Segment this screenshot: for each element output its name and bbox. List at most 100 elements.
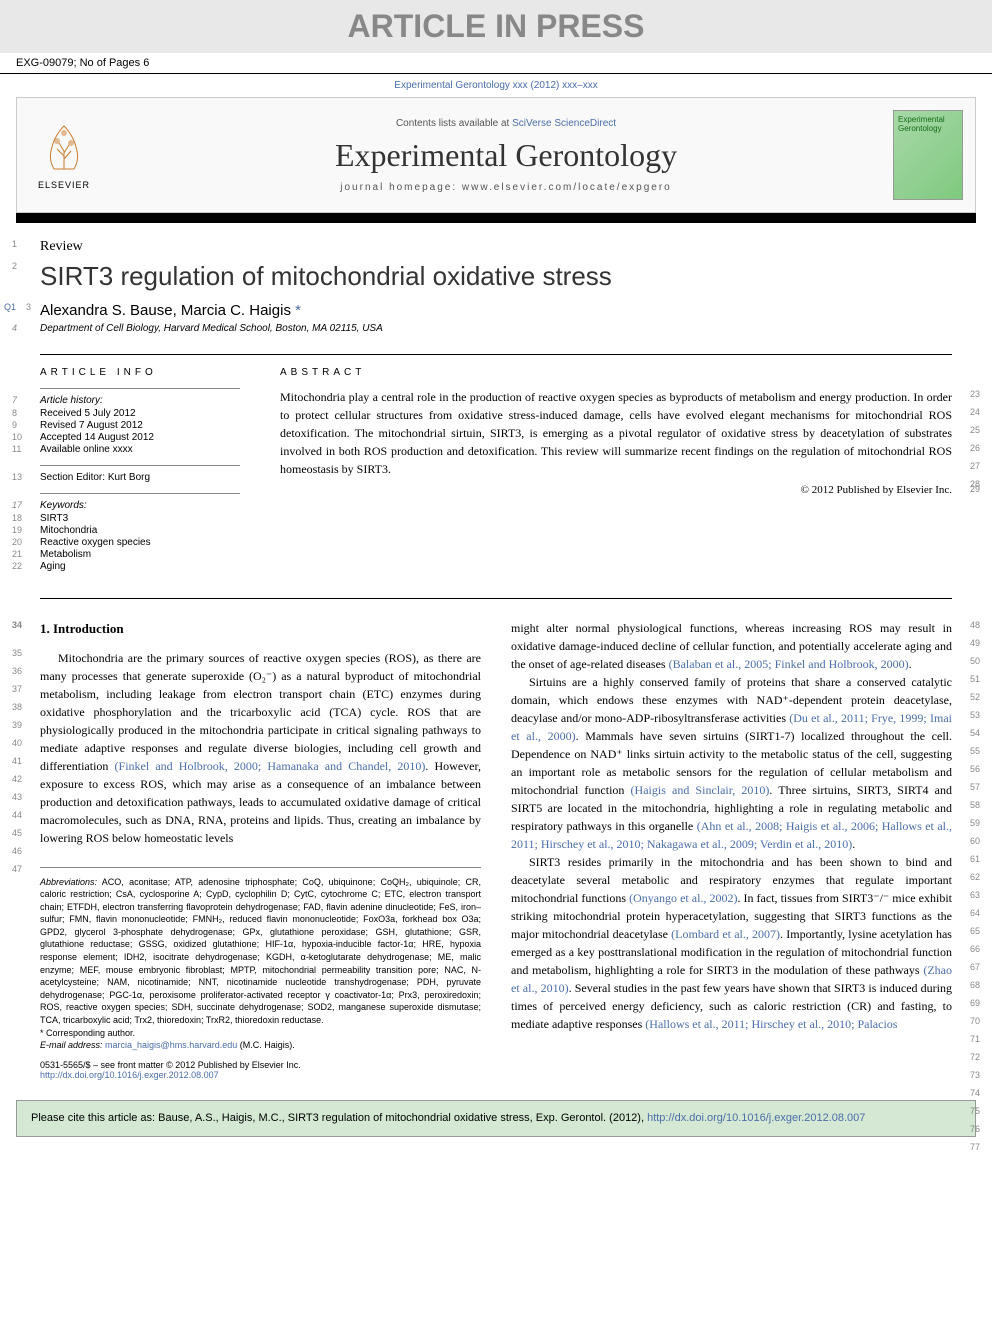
query-marker: Q1 xyxy=(4,302,16,312)
footnotes: Abbreviations: ACO, aconitase; ATP, aden… xyxy=(40,867,481,1052)
intro-heading: 341. Introduction xyxy=(40,619,481,639)
editor-row: 13Section Editor: Kurt Borg xyxy=(40,472,240,483)
line-number: 43 xyxy=(12,791,22,805)
affiliation-text: Department of Cell Biology, Harvard Medi… xyxy=(40,323,383,334)
body-text: . xyxy=(852,837,855,851)
line-number: 58 xyxy=(970,799,980,813)
line-number: 45 xyxy=(12,827,22,841)
kw-text: SIRT3 xyxy=(40,513,68,524)
journal-header: ELSEVIER Contents lists available at Sci… xyxy=(16,97,976,213)
issn-line: 0531-5565/$ – see front matter © 2012 Pu… xyxy=(40,1060,952,1070)
header-center: Contents lists available at SciVerse Sci… xyxy=(119,118,893,193)
cite-doi-link[interactable]: http://dx.doi.org/10.1016/j.exger.2012.0… xyxy=(647,1112,865,1124)
revised-text: Revised 7 August 2012 xyxy=(40,420,143,431)
email-link[interactable]: marcia_haigis@hms.harvard.edu xyxy=(105,1040,237,1050)
received-date: 8Received 5 July 2012 xyxy=(40,408,240,419)
line-number: 66 xyxy=(970,943,980,957)
line-number: 19 xyxy=(12,525,22,535)
line-number: 7 xyxy=(12,395,17,405)
line-number: 56 xyxy=(970,763,980,777)
citation-link[interactable]: (Haigis and Sinclair, 2010) xyxy=(631,783,770,797)
keywords-label: 17Keywords: xyxy=(40,500,240,511)
line-number: 18 xyxy=(12,513,22,523)
line-number: 47 xyxy=(12,863,22,877)
in-press-banner: ARTICLE IN PRESS xyxy=(0,0,992,53)
line-number: 49 xyxy=(970,637,980,651)
header-underline xyxy=(16,213,976,223)
keyword: 21Metabolism xyxy=(40,549,240,560)
line-number: 20 xyxy=(12,537,22,547)
abstract-heading: ABSTRACT xyxy=(280,367,952,378)
editor-text: Section Editor: Kurt Borg xyxy=(40,472,150,483)
authors-row: Q13Alexandra S. Bause, Marcia C. Haigis … xyxy=(40,302,952,319)
line-number: 59 xyxy=(970,817,980,831)
doi-link[interactable]: http://dx.doi.org/10.1016/j.exger.2012.0… xyxy=(40,1070,219,1080)
citation-link[interactable]: (Hallows et al., 2011; Hirschey et al., … xyxy=(645,1017,897,1031)
line-number: 21 xyxy=(12,549,22,559)
line-number: 76 xyxy=(970,1123,980,1137)
abbrev-label: Abbreviations: xyxy=(40,877,97,887)
section-divider xyxy=(40,598,952,599)
keyword: 22Aging xyxy=(40,561,240,572)
line-number: 61 xyxy=(970,853,980,867)
line-number: 4 xyxy=(12,323,17,333)
keyword: 18SIRT3 xyxy=(40,513,240,524)
sciverse-link[interactable]: SciVerse ScienceDirect xyxy=(512,118,616,129)
line-number: 71 xyxy=(970,1033,980,1047)
journal-reference: Experimental Gerontology xxx (2012) xxx–… xyxy=(0,74,992,97)
available-text: Available online xxxx xyxy=(40,444,133,455)
line-number: 44 xyxy=(12,809,22,823)
line-number: 62 xyxy=(970,871,980,885)
line-number: 24 xyxy=(970,406,980,420)
line-number: 64 xyxy=(970,907,980,921)
line-number: 70 xyxy=(970,1015,980,1029)
elsevier-logo: ELSEVIER xyxy=(29,115,99,195)
journal-title: Experimental Gerontology xyxy=(119,137,893,174)
abstract-body: Mitochondria play a central role in the … xyxy=(280,390,952,476)
line-number: 17 xyxy=(12,500,22,510)
contents-prefix: Contents lists available at xyxy=(396,118,512,129)
main-content: 1Review 2 SIRT3 regulation of mitochondr… xyxy=(0,239,992,1052)
line-number: 40 xyxy=(12,737,22,751)
keywords-section: 17Keywords: 18SIRT3 19Mitochondria 20Rea… xyxy=(40,493,240,572)
line-number: 41 xyxy=(12,755,22,769)
abbrev-text: ACO, aconitase; ATP, adenosine triphosph… xyxy=(40,877,481,1026)
citation-link[interactable]: (Finkel and Holbrook, 2000; Hamanaka and… xyxy=(115,759,426,773)
line-number: 75 xyxy=(970,1105,980,1119)
info-abstract-row: ARTICLE INFO 7Article history: 8Received… xyxy=(40,354,952,582)
line-number: 65 xyxy=(970,925,980,939)
line-number: 39 xyxy=(12,719,22,733)
journal-cover-thumbnail: Experimental Gerontology xyxy=(893,110,963,200)
line-number: 53 xyxy=(970,709,980,723)
line-number: 68 xyxy=(970,979,980,993)
line-number: 38 xyxy=(12,701,22,715)
kw-text: Metabolism xyxy=(40,549,91,560)
line-number: 73 xyxy=(970,1069,980,1083)
citation-link[interactable]: (Lombard et al., 2007) xyxy=(671,927,780,941)
article-history: 7Article history: 8Received 5 July 2012 … xyxy=(40,388,240,455)
line-number: 46 xyxy=(12,845,22,859)
revised-date: 9Revised 7 August 2012 xyxy=(40,420,240,431)
line-number: 29 xyxy=(970,484,980,494)
cite-prefix: Please cite this article as: Bause, A.S.… xyxy=(31,1112,647,1124)
keyword: 19Mitochondria xyxy=(40,525,240,536)
line-number: 1 xyxy=(12,239,17,249)
accepted-text: Accepted 14 August 2012 xyxy=(40,432,154,443)
kw-text: Aging xyxy=(40,561,66,572)
abstract-text: Mitochondria play a central role in the … xyxy=(280,388,952,478)
abstract-column: ABSTRACT Mitochondria play a central rol… xyxy=(280,367,952,582)
citation-link[interactable]: (Balaban et al., 2005; Finkel and Holbro… xyxy=(669,657,909,671)
line-number: 11 xyxy=(12,444,21,454)
citation-link[interactable]: (Onyango et al., 2002) xyxy=(629,891,737,905)
line-number: 42 xyxy=(12,773,22,787)
kw-text: Mitochondria xyxy=(40,525,97,536)
line-number: 35 xyxy=(12,647,22,661)
line-number: 54 xyxy=(970,727,980,741)
paragraph: Mitochondria are the primary sources of … xyxy=(40,649,481,847)
doc-id-bar: EXG-09079; No of Pages 6 xyxy=(0,53,992,74)
line-number: 25 xyxy=(970,424,980,438)
line-number: 50 xyxy=(970,655,980,669)
intro-heading-text: 1. Introduction xyxy=(40,621,124,636)
line-number: 34 xyxy=(12,619,22,633)
line-number: 3 xyxy=(26,302,31,312)
